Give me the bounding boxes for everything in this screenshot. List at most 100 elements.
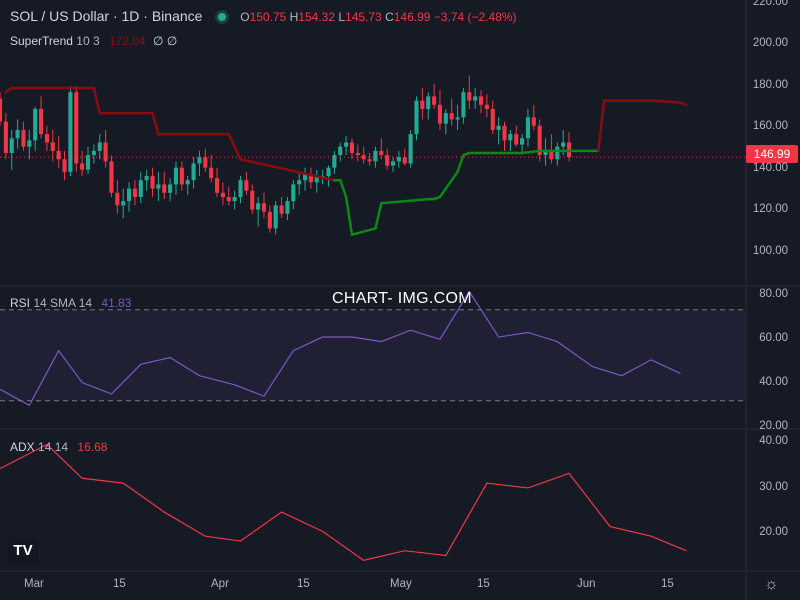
candle-body — [379, 150, 384, 156]
candle-body — [396, 157, 401, 162]
supertrend-params: 10 3 — [76, 34, 100, 48]
candle-body — [308, 173, 313, 183]
rsi-axis-tick: 80.00 — [759, 288, 788, 300]
candle-body — [220, 192, 225, 197]
candle-body — [80, 163, 85, 170]
supertrend-line-segment — [350, 227, 377, 236]
rsi-axis-tick: 20.00 — [759, 420, 788, 432]
candle-body — [461, 92, 466, 118]
candle-body — [302, 173, 308, 181]
candle-body — [332, 155, 337, 168]
time-axis-tick: May — [390, 578, 412, 590]
candle-body — [39, 108, 44, 135]
candle-body — [420, 100, 425, 109]
candle-body — [273, 205, 278, 229]
candle-body — [502, 125, 507, 141]
time-axis-tick: 15 — [113, 578, 126, 590]
candle-body — [144, 176, 149, 181]
candle-body — [62, 159, 67, 172]
supertrend-line-segment — [344, 195, 354, 236]
candle-body — [549, 150, 554, 160]
adx-line — [0, 443, 687, 561]
low-value: 145.73 — [345, 10, 382, 24]
watermark: CHART- IMG.COM — [332, 290, 472, 307]
high-value: 154.32 — [298, 10, 335, 24]
candle-body — [525, 117, 531, 139]
supertrend-line-segment — [520, 149, 541, 155]
candle-body — [197, 157, 202, 164]
candle-body — [226, 196, 231, 202]
settings-gear-icon[interactable]: ☼ — [764, 576, 779, 593]
rsi-label: RSI — [10, 296, 31, 310]
supertrend-line-segment — [380, 197, 430, 205]
time-axis-tick: Jun — [577, 578, 596, 590]
candle-body — [432, 96, 437, 105]
candle-body — [132, 188, 137, 197]
low-label: L — [338, 10, 346, 24]
rsi-line — [0, 290, 681, 407]
candle-body — [473, 96, 478, 101]
candle-body — [203, 157, 208, 168]
high-label: H — [289, 10, 299, 24]
time-axis-tick: 15 — [477, 578, 490, 590]
candle-body — [85, 155, 91, 170]
rsi-params: 14 SMA 14 — [33, 296, 93, 310]
supertrend-line-segment — [456, 153, 465, 174]
rsi-legend[interactable]: RSI 14 SMA 14 41.83 — [10, 296, 131, 310]
symbol-title[interactable]: SOL / US Dollar · 1D · Binance — [10, 8, 203, 24]
price-axis-tick: 160.00 — [752, 120, 788, 132]
candle-body — [490, 108, 495, 130]
price-axis-tick: 100.00 — [752, 245, 788, 257]
candle-body — [209, 167, 214, 179]
candle-body — [496, 125, 501, 130]
adx-legend[interactable]: ADX 14 14 16.68 — [10, 440, 107, 454]
supertrend-line-segment — [679, 101, 688, 107]
candle-body — [478, 96, 484, 105]
candle-body — [127, 188, 132, 202]
candle-body — [91, 150, 96, 156]
candle-body — [514, 134, 519, 145]
time-axis-tick: 15 — [297, 578, 310, 590]
candle-body — [390, 161, 396, 166]
candle-body — [103, 142, 108, 162]
candle-body — [414, 100, 419, 135]
price-axis-tick: 120.00 — [752, 203, 788, 215]
candle-body — [150, 176, 155, 189]
candle-body — [173, 167, 179, 185]
candle-body — [385, 155, 390, 166]
tradingview-logo: TV — [8, 538, 38, 564]
rsi-axis-tick: 40.00 — [759, 376, 788, 388]
last-price-tag: 146.99 — [746, 145, 798, 163]
candle-body — [437, 104, 443, 124]
candle-body — [109, 161, 114, 193]
candle-body — [561, 142, 566, 147]
candle-body — [256, 203, 261, 210]
candle-body — [555, 146, 560, 160]
candle-body — [115, 192, 120, 206]
candle-body — [338, 146, 343, 156]
candle-body — [50, 142, 55, 151]
candle-body — [537, 125, 542, 156]
price-axis-tick: 180.00 — [752, 79, 788, 91]
candle-body — [156, 184, 161, 189]
candle-body — [232, 196, 237, 202]
supertrend-line-segment — [374, 202, 383, 230]
candle-body — [361, 155, 366, 160]
candle-body — [74, 92, 79, 164]
candle-body — [179, 167, 184, 185]
close-value: 146.99 — [393, 10, 431, 24]
candle-body — [455, 117, 460, 120]
candle-body — [267, 211, 272, 229]
candle-body — [162, 184, 167, 193]
candle-body — [191, 163, 196, 181]
supertrend-line-segment — [239, 158, 336, 182]
candle-body — [373, 150, 378, 162]
candle-body — [484, 104, 489, 109]
close-label: C — [385, 10, 394, 24]
supertrend-legend[interactable]: SuperTrend 10 3 172.04 ∅ ∅ — [10, 34, 177, 48]
candle-body — [0, 98, 3, 122]
time-axis-tick: 15 — [661, 578, 674, 590]
candle-body — [250, 190, 255, 210]
rsi-band-background — [0, 309, 745, 401]
